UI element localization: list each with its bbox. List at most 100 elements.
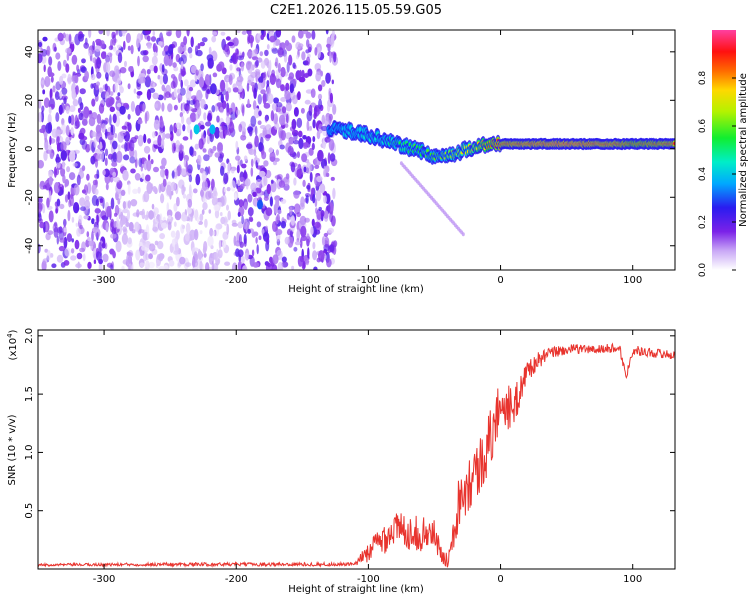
spectrogram-noise-cell bbox=[318, 98, 323, 110]
spectrogram-noise-cell bbox=[53, 226, 59, 238]
spectrogram-noise-cell bbox=[197, 216, 200, 224]
spectrogram-noise-cell bbox=[124, 60, 127, 68]
spectrogram-noise-cell bbox=[329, 244, 335, 253]
spectrogram-noise-cell bbox=[187, 46, 193, 54]
spectrogram-noise-cell bbox=[294, 241, 301, 246]
spectrogram-noise-cell bbox=[191, 95, 198, 100]
spectrogram-noise-cell bbox=[255, 59, 259, 67]
spectrogram-noise-cell bbox=[290, 162, 296, 173]
spectrogram-noise-cell bbox=[161, 102, 165, 112]
spectrogram-noise-cell bbox=[49, 152, 54, 160]
spectrogram-noise-cell bbox=[144, 76, 152, 88]
spectrogram-noise-cell bbox=[194, 228, 199, 241]
spectrogram-noise-cell bbox=[143, 145, 151, 154]
spectrogram-noise-cell bbox=[266, 44, 270, 50]
spectrogram-noise-cell bbox=[125, 32, 131, 44]
spectrogram-noise-cell bbox=[47, 66, 52, 78]
spectrogram-noise-cell bbox=[59, 237, 65, 243]
spectrogram-noise-cell bbox=[172, 62, 177, 68]
spectrogram-noise-cell bbox=[252, 262, 260, 268]
spectrogram-noise-cell bbox=[152, 30, 156, 36]
spectrogram-noise-cell bbox=[59, 90, 63, 99]
spectrogram-noise-cell bbox=[153, 219, 156, 231]
spectrogram-noise-cell bbox=[236, 165, 240, 174]
spectrogram-noise-cell bbox=[269, 151, 276, 163]
spectrogram-noise-cell bbox=[302, 179, 306, 187]
spectrogram-noise-cell bbox=[162, 73, 168, 85]
spectrogram-noise-cell bbox=[285, 113, 289, 124]
spectrogram-noise-cell bbox=[240, 255, 245, 264]
spectrogram-noise-cell bbox=[142, 55, 149, 63]
spectrogram-noise-cell bbox=[185, 160, 188, 173]
spectrogram-noise-cell bbox=[265, 134, 272, 139]
spectrogram-noise-cell bbox=[207, 112, 212, 121]
spectrogram-noise-cell bbox=[67, 209, 71, 222]
spectrogram-noise-cell bbox=[76, 252, 83, 260]
spectrogram-noise-cell bbox=[330, 210, 334, 215]
spectrogram-noise-cell bbox=[117, 92, 121, 97]
spectrogram-noise-cell bbox=[270, 110, 275, 122]
spectrogram-noise-cell bbox=[203, 112, 207, 121]
spectrogram-noise-cell bbox=[247, 98, 250, 108]
spectrogram-noise-cell bbox=[223, 216, 228, 226]
spectrogram-noise-cell bbox=[317, 149, 324, 162]
spectrogram-noise-cell bbox=[41, 105, 45, 113]
spectrogram-noise-cell bbox=[137, 134, 144, 147]
spectrogram-noise-cell bbox=[222, 239, 227, 249]
spectrogram-noise-cell bbox=[137, 186, 141, 194]
spectrogram-noise-cell bbox=[296, 117, 303, 128]
spectrogram-noise-cell bbox=[325, 72, 331, 84]
spectrogram-noise-cell bbox=[51, 263, 57, 269]
spectrogram-noise-cell bbox=[98, 241, 102, 254]
spectrogram-noise-cell bbox=[153, 119, 160, 131]
spectrogram-noise-cell bbox=[220, 31, 226, 36]
y-tick-label: 2.0 bbox=[24, 328, 35, 344]
spectrogram-noise-cell bbox=[280, 66, 286, 78]
spectrogram-noise-cell bbox=[64, 247, 71, 257]
spectrogram-noise-cell bbox=[214, 126, 220, 139]
spectrogram-noise-cell bbox=[275, 30, 282, 38]
spectrogram-noise-cell bbox=[278, 180, 286, 188]
spectrogram-noise-cell bbox=[286, 215, 291, 221]
spectrogram-noise-cell bbox=[271, 264, 278, 270]
spectrogram-noise-cell bbox=[77, 107, 81, 114]
spectrogram-noise-cell bbox=[112, 34, 117, 46]
spectrogram-noise-cell bbox=[71, 88, 77, 100]
spectrogram-noise-cell bbox=[247, 126, 254, 132]
spectrogram-noise-cell bbox=[201, 180, 208, 192]
spectrogram-noise-cell bbox=[199, 261, 203, 270]
spectrogram-noise-cell bbox=[284, 236, 290, 245]
x-tick-label: 0 bbox=[497, 574, 503, 585]
spectrogram-noise-cell bbox=[116, 150, 123, 163]
spectrogram-noise-cell bbox=[196, 107, 202, 117]
spectrogram-noise-cell bbox=[173, 203, 178, 212]
spectrogram-noise-cell bbox=[239, 234, 242, 246]
spectrogram-noise-cell bbox=[241, 215, 245, 225]
spectrogram-noise-cell bbox=[121, 215, 126, 225]
spectrogram-noise-cell bbox=[263, 196, 269, 201]
spectrogram-noise-cell bbox=[128, 221, 134, 232]
spectrogram-noise-cell bbox=[306, 110, 313, 122]
spectrogram-noise-cell bbox=[128, 66, 134, 73]
spectrogram-noise-cell bbox=[289, 83, 294, 94]
spectrogram-noise-cell bbox=[53, 166, 57, 178]
spectrogram-noise-cell bbox=[189, 234, 193, 242]
spectrogram-noise-cell bbox=[312, 241, 316, 250]
spectrogram-noise-cell bbox=[58, 245, 65, 252]
spectrogram-noise-cell bbox=[157, 240, 164, 250]
spectrogram-noise-cell bbox=[114, 133, 117, 139]
colorbar-tick-label: 0.6 bbox=[698, 119, 708, 134]
spectrogram-noise-cell bbox=[216, 102, 223, 108]
spectrogram-noise-cell bbox=[250, 158, 254, 168]
spectrogram-noise-cell bbox=[117, 144, 121, 152]
spectrogram-noise-cell bbox=[189, 53, 193, 59]
spectrogram-noise-cell bbox=[256, 221, 262, 228]
spectrogram-noise-cell bbox=[296, 151, 300, 159]
spectrogram-noise-cell bbox=[88, 30, 92, 39]
spectrogram-noise-cell bbox=[215, 223, 223, 230]
spectrogram-noise-cell bbox=[180, 224, 185, 234]
spectrogram-noise-cell bbox=[257, 120, 262, 125]
spectrogram-noise-cell bbox=[225, 90, 229, 102]
spectrogram-noise-cell bbox=[95, 84, 99, 91]
spectrogram-noise-cell bbox=[185, 232, 190, 242]
